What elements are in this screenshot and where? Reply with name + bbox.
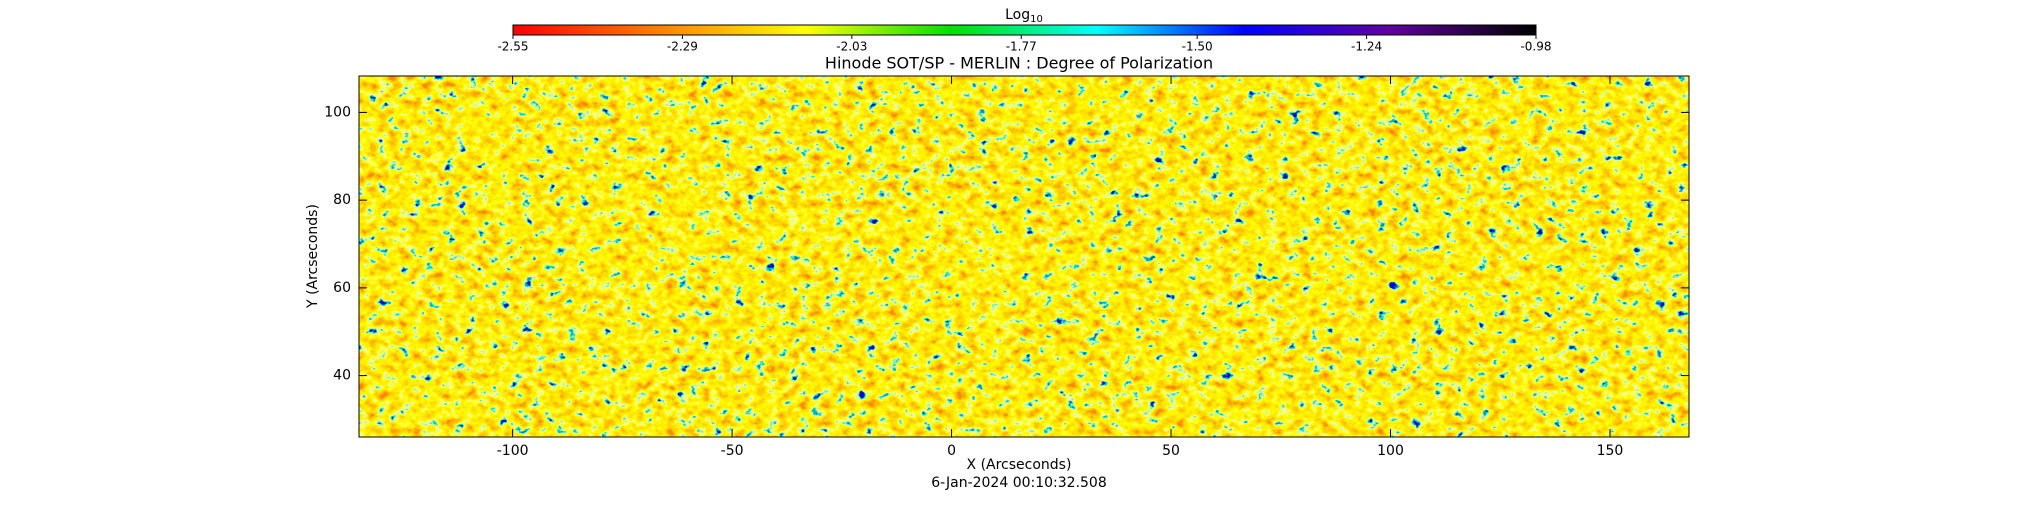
colorbar-tick-label: -1.50 <box>1182 40 1213 54</box>
y-axis-label: Y (Arcseconds) <box>305 204 321 309</box>
colorbar-label: Log10 <box>1005 7 1043 25</box>
colorbar-label-subscript: 10 <box>1030 14 1043 25</box>
y-tick-label: 100 <box>324 104 351 120</box>
plot-frame <box>358 75 1690 438</box>
heatmap-image <box>359 76 1689 437</box>
colorbar-tick-label: -2.55 <box>497 40 528 54</box>
colorbar-tick-label: -2.29 <box>667 40 698 54</box>
x-axis-label: X (Arcseconds) <box>967 457 1072 473</box>
x-tick-label: 50 <box>1162 443 1180 459</box>
x-tick-label: 150 <box>1597 443 1624 459</box>
y-tick-label: 80 <box>333 192 351 208</box>
heatmap-field <box>359 76 1689 437</box>
y-tick-label: 40 <box>333 368 351 384</box>
footer-date: 6-Jan-2024 00:10:32.508 <box>931 475 1107 491</box>
colorbar-tick-label: -0.98 <box>1520 40 1551 54</box>
x-tick-label: -50 <box>721 443 744 459</box>
colorbar-tick-label: -1.77 <box>1006 40 1037 54</box>
colorbar <box>512 24 1537 36</box>
colorbar-label-main: Log <box>1005 7 1030 23</box>
colorbar-tick-label: -1.24 <box>1351 40 1382 54</box>
x-tick-label: 100 <box>1377 443 1404 459</box>
chart-title: Hinode SOT/SP - MERLIN : Degree of Polar… <box>825 54 1213 73</box>
y-tick-label: 60 <box>333 280 351 296</box>
x-tick-label: -100 <box>497 443 529 459</box>
x-tick-label: 0 <box>947 443 956 459</box>
colorbar-tick-label: -2.03 <box>836 40 867 54</box>
